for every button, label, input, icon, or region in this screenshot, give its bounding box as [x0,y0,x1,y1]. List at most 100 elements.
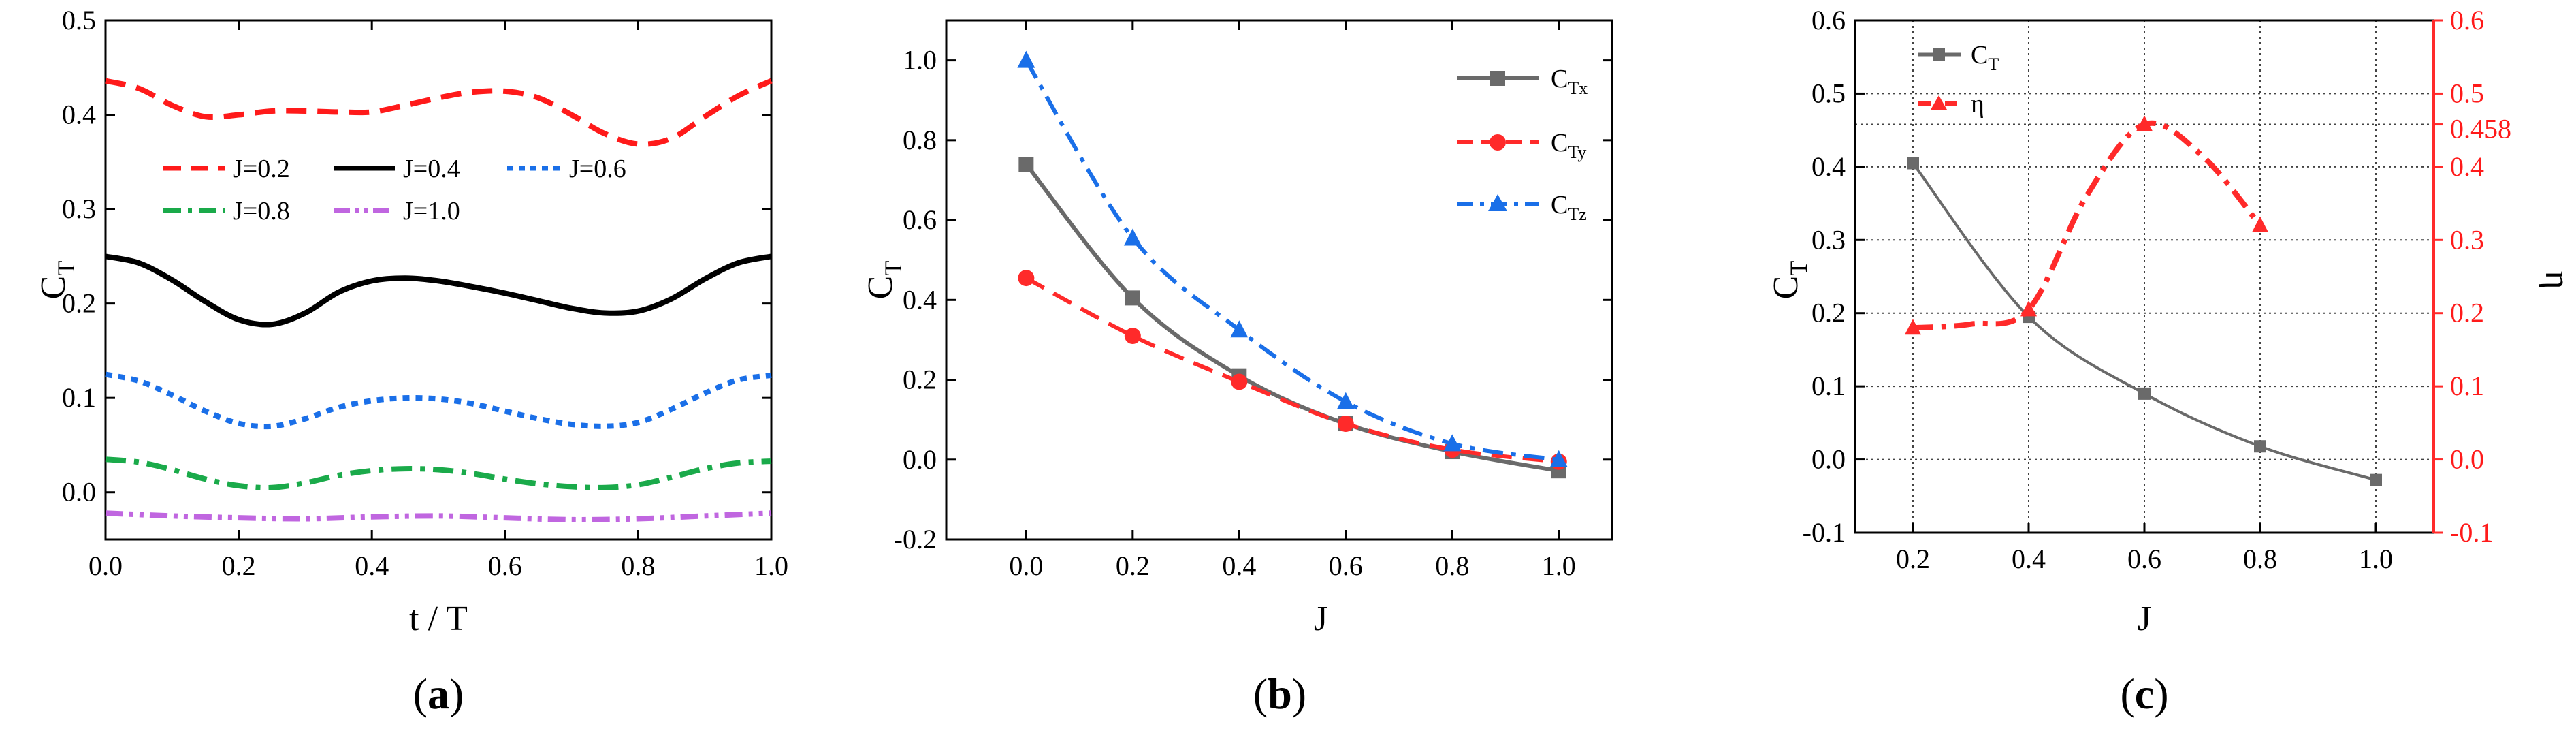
data-point-cty [1231,373,1248,390]
svg-text:CT: CT [34,261,80,300]
panel-a-x-axis-title: t / T [409,599,468,638]
series-line-j08 [105,456,772,490]
data-point-ctz [1230,320,1249,338]
panel-b: 0.0 0.2 0.4 0.6 0.8 1.0 -0.2 0.0 0.2 0.4 0.6 0.8 1.0… [861,19,1613,718]
legend-label-ctz: CTz [1551,191,1587,224]
x-tick-label: 0.6 [488,550,522,581]
y-tick-label: -0.2 [894,524,937,554]
legend-label-ctx: CTx [1551,65,1588,98]
y-tick-label: 0.2 [1812,298,1846,328]
panel-c-label: (c) [2120,670,2168,718]
y2-tick-label: 0.0 [2450,444,2484,475]
y2-tick-label: 0.1 [2450,371,2484,401]
y-tick-label: 0.5 [1812,78,1846,108]
data-point-ctz [1549,450,1568,467]
x-tick-label: 0.2 [1896,544,1930,574]
legend-label-cty: CTy [1551,129,1586,162]
y-tick-label: 0.1 [1812,371,1846,401]
data-point-ct [2138,387,2151,400]
legend-label-j06: J=0.6 [569,155,626,183]
legend-marker-eta [1931,95,1947,110]
data-point-cty [1337,416,1354,433]
y2-tick-label: 0.3 [2450,224,2484,255]
panel-a-y-title-main: C [34,276,73,300]
x-tick-label: 0.0 [1009,550,1043,581]
panel-c-ticks: 0.2 0.4 0.6 0.8 1.0 -0.1 0.0 0.1 0.2 0.3 0.4 0.5 0.6… [1803,5,2511,574]
panel-b-y-axis-title: CT [861,261,907,300]
data-point-eta [1905,319,1921,335]
y-tick-label: 0.3 [1812,224,1846,255]
x-tick-label: 0.6 [1329,550,1363,581]
y2-annotation-label: 0.458 [2450,114,2511,144]
panel-c-y-title-main: C [1767,276,1805,300]
series-line-ctx [1025,163,1560,473]
panel-a-label: (a) [413,670,464,718]
data-point-ctz [1336,392,1355,409]
legend-marker-ctx [1490,71,1505,86]
x-tick-label: 0.4 [1222,550,1256,581]
panel-b-frame [945,19,1613,541]
legend-label-ct: CT [1971,41,1999,74]
panel-c-series [1905,115,2382,486]
series-line-eta [1912,120,2263,331]
data-point-ctx [1018,157,1034,172]
panel-b-y-title-sub: T [880,261,907,276]
data-point-cty [1018,270,1035,287]
panel-a-plot-area [104,19,773,541]
x-tick-label: 0.8 [621,550,655,581]
y2-tick-label: 0.4 [2450,151,2484,182]
y-tick-label: 0.0 [62,477,96,507]
y-tick-label: 0.6 [1812,5,1846,35]
panel-b-x-axis-title: J [1314,599,1327,638]
y-tick-label: -0.1 [1803,517,1846,548]
panel-b-series [1017,50,1568,479]
data-point-ct [2254,440,2266,453]
panel-b-ticks: 0.0 0.2 0.4 0.6 0.8 1.0 -0.2 0.0 0.2 0.4 0.6 0.8 1.0 [894,20,1612,581]
panel-c-x-axis-title: J [2138,599,2151,638]
y-tick-label: 0.2 [903,364,937,395]
data-point-ctz [1123,228,1142,246]
panel-c-y-title-sub: T [1785,261,1812,276]
data-point-ct [2370,473,2382,486]
series-line-j04 [105,253,772,328]
y-tick-label: 0.8 [903,125,937,155]
panel-c-y-axis-title: CT [1767,261,1812,300]
y-tick-label: 0.0 [903,444,937,475]
legend-marker-ctz [1488,194,1507,211]
panel-a-y-title-sub: T [52,261,80,276]
series-line-j02 [105,78,773,147]
panel-b-y-title-main: C [861,276,900,300]
y-tick-label: 0.5 [62,5,96,35]
series-line-j06 [105,371,772,430]
legend-marker-ct [1933,48,1945,61]
panel-a-ticks: 0.0 0.2 0.4 0.6 0.8 1.0 0.0 0.1 0.2 0.3 0.4 0.5 [62,5,788,581]
x-tick-label: 1.0 [2359,544,2393,574]
x-tick-label: 0.8 [1435,550,1469,581]
x-tick-label: 1.0 [1542,550,1576,581]
x-tick-label: 0.2 [222,550,256,581]
x-tick-label: 0.2 [1116,550,1150,581]
panel-b-legend: CTx CTy CTz [1457,65,1588,224]
panel-a-legend: J=0.2 J=0.4 J=0.6 J=0.8 J=1.0 [163,155,626,225]
panel-a-frame [104,19,773,541]
panel-c-grid [1855,20,2434,533]
data-point-eta [2020,300,2037,317]
y-tick-label: 0.0 [1812,444,1846,475]
legend-label-j10: J=1.0 [403,197,460,225]
series-line-ct [1912,162,2377,482]
panel-a-series [105,78,773,522]
y-tick-label: 0.1 [62,382,96,413]
data-point-ct [1907,157,1919,170]
data-point-ctx [1125,290,1140,306]
y-tick-label: 0.2 [62,288,96,319]
y-tick-label: 0.4 [903,284,937,315]
series-line-ctz [1024,59,1560,462]
x-tick-label: 0.8 [2243,544,2277,574]
x-tick-label: 0.4 [2012,544,2046,574]
panel-b-label: (b) [1253,670,1306,718]
y-tick-label: 0.4 [62,99,96,130]
svg-text:CT: CT [1767,261,1812,300]
y-tick-label: 0.3 [62,193,96,224]
legend-label-j02: J=0.2 [233,155,290,183]
